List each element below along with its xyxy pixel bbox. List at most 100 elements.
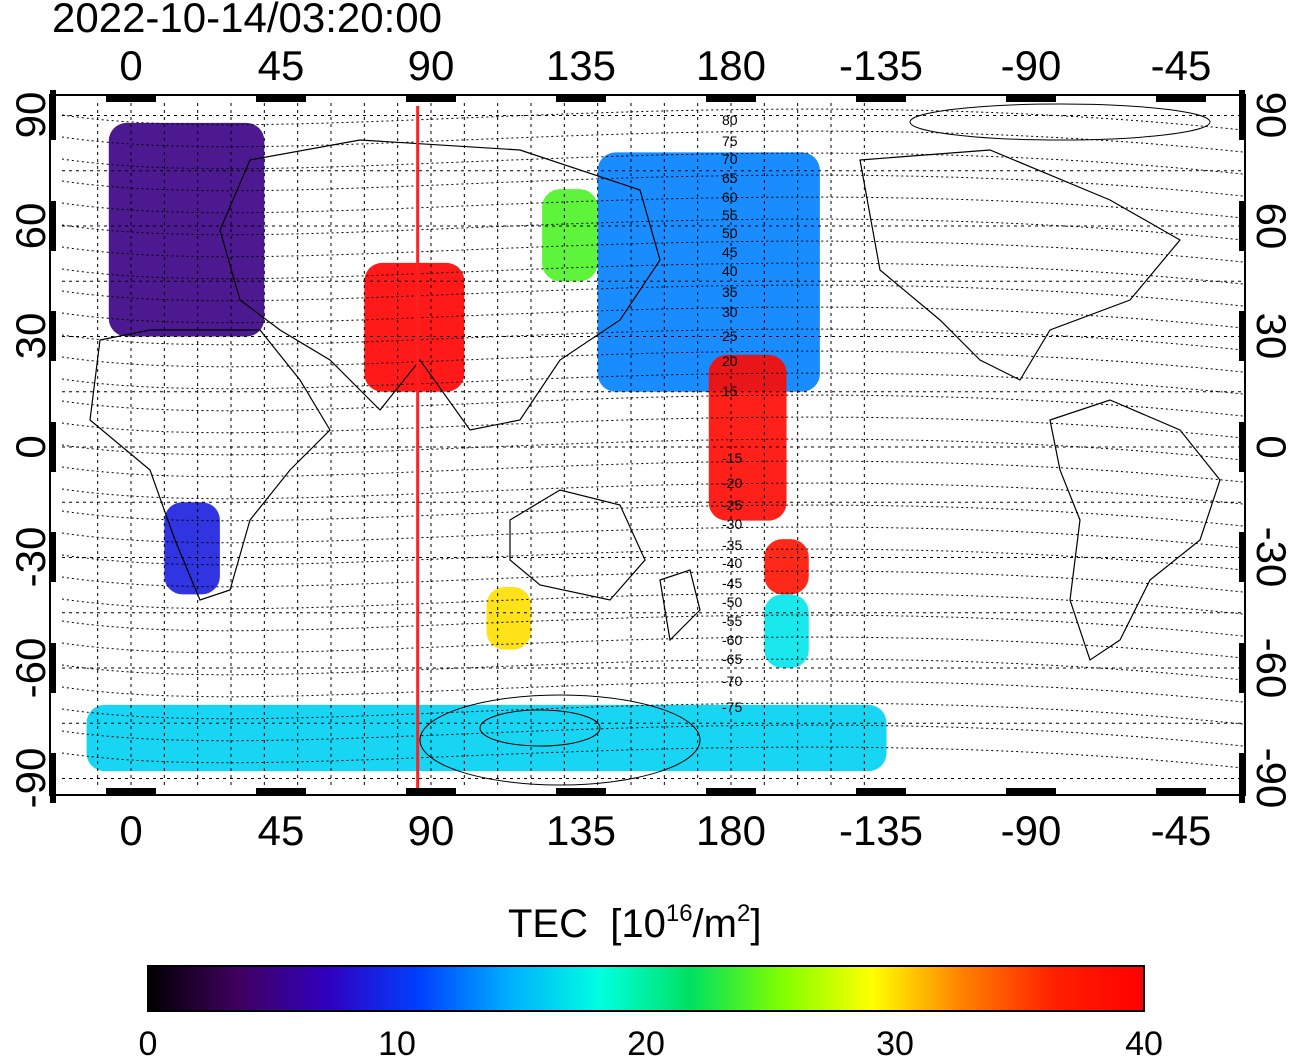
axis-tick-right: [1239, 753, 1245, 803]
maglat-contour: [62, 306, 1243, 329]
magnetic-pole-contour: [479, 709, 601, 747]
maglat-contour: [62, 636, 1243, 659]
axis-tick-top: [256, 95, 306, 102]
colorbar-tick-label: 0: [139, 1025, 158, 1057]
lat-tick-label-right: 60: [1248, 203, 1294, 250]
maglat-label: 45: [722, 244, 738, 260]
maglat-label: -75: [722, 699, 742, 715]
maglat-label: 65: [722, 170, 738, 186]
maglat-contour: [62, 724, 1243, 747]
axis-tick-top: [1006, 95, 1056, 102]
maglat-contour: [62, 394, 1243, 417]
maglat-label: -45: [722, 575, 742, 591]
maglat-contour: [62, 548, 1243, 571]
maglat-contour: [62, 284, 1243, 307]
axis-tick-bottom: [406, 788, 456, 795]
axis-tick-bottom: [1156, 788, 1206, 795]
axis-tick-top: [856, 95, 906, 102]
tec-region-east-asia: [364, 262, 465, 392]
maglat-contour: [62, 240, 1243, 263]
maglat-label: -15: [722, 450, 742, 466]
maglat-contour: [62, 746, 1243, 769]
lon-tick-label-top: 90: [408, 42, 455, 89]
maglat-contour: [62, 504, 1243, 527]
lat-tick-label-left: -90: [7, 748, 54, 809]
lat-tick-label-right: -90: [1248, 748, 1294, 809]
maglat-contour: [62, 218, 1243, 241]
maglat-label: -40: [722, 555, 742, 571]
coastline: [1049, 399, 1221, 661]
axis-tick-bottom: [106, 788, 156, 795]
colorbar-units-exp: 16: [665, 900, 693, 927]
maglat-label: -20: [722, 475, 742, 491]
maglat-label: 75: [722, 133, 738, 149]
axis-tick-top: [1156, 95, 1206, 102]
colorbar-title: TEC [1016/m2]: [508, 900, 761, 947]
maglat-contour: [62, 702, 1243, 725]
maglat-label: -60: [722, 632, 742, 648]
tec-region-central-america: [708, 354, 787, 521]
magnetic-pole-contour: [419, 694, 701, 786]
lat-tick-label-left: 60: [7, 203, 54, 250]
maglat-label: 15: [722, 383, 738, 399]
lon-tick-label-top: 135: [546, 42, 616, 89]
lon-tick-label-bottom: 135: [546, 807, 616, 854]
maglat-label: -30: [722, 516, 742, 532]
lon-tick-label-bottom: 45: [258, 807, 305, 854]
coastline: [659, 569, 701, 642]
colorbar-units-prefix: [10: [610, 902, 666, 946]
axis-tick-bottom: [256, 788, 306, 795]
tec-region-antarctic-belt: [86, 704, 887, 772]
axis-tick-bottom: [856, 788, 906, 795]
lat-tick-label-left: -30: [7, 527, 54, 588]
lat-tick-label-left: 90: [7, 92, 54, 139]
maglat-label: 60: [722, 189, 738, 205]
maglat-label: -35: [722, 537, 742, 553]
maglat-label: -50: [722, 594, 742, 610]
maglat-contour: [62, 680, 1243, 703]
lon-tick-label-top: -90: [1001, 42, 1062, 89]
lat-tick-label-right: 0: [1248, 435, 1294, 458]
maglat-contour: [62, 152, 1243, 175]
axis-tick-left: [50, 532, 56, 582]
axis-tick-top: [406, 95, 456, 102]
lat-tick-label-right: -60: [1248, 638, 1294, 699]
maglat-contour: [62, 526, 1243, 549]
axis-tick-left: [50, 643, 56, 693]
lon-tick-label-bottom: -90: [1001, 807, 1062, 854]
axis-tick-left: [50, 201, 56, 251]
magnetic-pole-contour: [909, 103, 1211, 141]
maglat-contour: [62, 592, 1243, 615]
maglat-contour: [62, 438, 1243, 461]
maglat-label: -65: [722, 651, 742, 667]
maglat-label: 70: [722, 151, 738, 167]
maglat-contour: [62, 658, 1243, 681]
axis-tick-top: [706, 95, 756, 102]
axis-tick-left: [50, 422, 56, 472]
maglat-contour: [62, 614, 1243, 637]
lon-tick-label-top: -135: [839, 42, 923, 89]
axis-tick-right: [1239, 311, 1245, 361]
lon-tick-label-top: 180: [696, 42, 766, 89]
maglat-contour: [62, 196, 1243, 219]
axis-tick-left: [50, 753, 56, 803]
axis-tick-left: [50, 90, 56, 140]
lon-tick-label-bottom: 0: [119, 807, 142, 854]
tec-region-south-america-south: [764, 539, 809, 595]
axis-tick-right: [1239, 422, 1245, 472]
axis-tick-top: [106, 95, 156, 102]
axis-tick-right: [1239, 643, 1245, 693]
maglat-contour: [62, 416, 1243, 439]
axis-tick-right: [1239, 90, 1245, 140]
maglat-label: 50: [722, 225, 738, 241]
maglat-label: 40: [722, 263, 738, 279]
tec-region-europe-russia: [108, 122, 265, 337]
maglat-label: -25: [722, 497, 742, 513]
maglat-contour: [62, 262, 1243, 285]
colorbar-units-close: ]: [750, 902, 762, 946]
lon-tick-label-top: 45: [258, 42, 305, 89]
lon-tick-label-bottom: -45: [1151, 807, 1212, 854]
maglat-label: 80: [722, 112, 738, 128]
maglat-label: -55: [722, 613, 742, 629]
